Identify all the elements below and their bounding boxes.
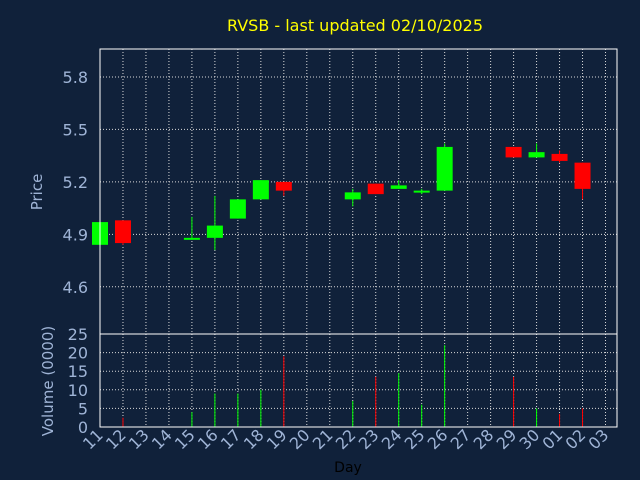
price-tick-label: 4.9 [63,225,88,244]
candle-body [436,146,453,191]
candle-body [574,162,591,189]
volume-tick-label: 10 [68,381,88,400]
candle-body [505,146,522,158]
volume-tick-label: 20 [68,344,88,363]
x-tick-label: 03 [585,425,613,453]
candle-body [114,220,131,244]
volume-panel-frame [99,333,618,428]
candle-body [367,183,384,195]
candle-body [206,225,223,238]
price-tick-label: 4.6 [63,278,88,297]
price-tick-label: 5.5 [63,120,88,139]
candle-body [413,190,430,193]
volume-tick-label: 25 [68,325,88,344]
volume-series [122,345,584,427]
chart-title: RVSB - last updated 02/10/2025 [227,16,483,35]
x-axis-label: Day [334,460,362,476]
candle-body [275,181,292,191]
price-tick-label: 5.2 [63,173,88,192]
volume-grid [99,333,617,427]
candle-body [551,153,568,161]
candle-body [229,199,246,219]
price-panel-frame [99,48,618,335]
volume-tick-label: 5 [78,399,88,418]
candle-body [344,192,361,200]
price-axis-label: Price [28,174,46,211]
candle-body [183,237,200,240]
volume-tick-label: 15 [68,362,88,381]
candle-body [528,152,545,158]
candlestick-series [92,143,591,251]
volume-tick-label: 0 [78,418,88,437]
candle-body [390,185,407,189]
price-tick-label: 5.8 [63,68,88,87]
candle-body [252,180,269,200]
volume-axis-label: Volume (0000) [39,326,57,436]
price-grid [99,49,617,334]
